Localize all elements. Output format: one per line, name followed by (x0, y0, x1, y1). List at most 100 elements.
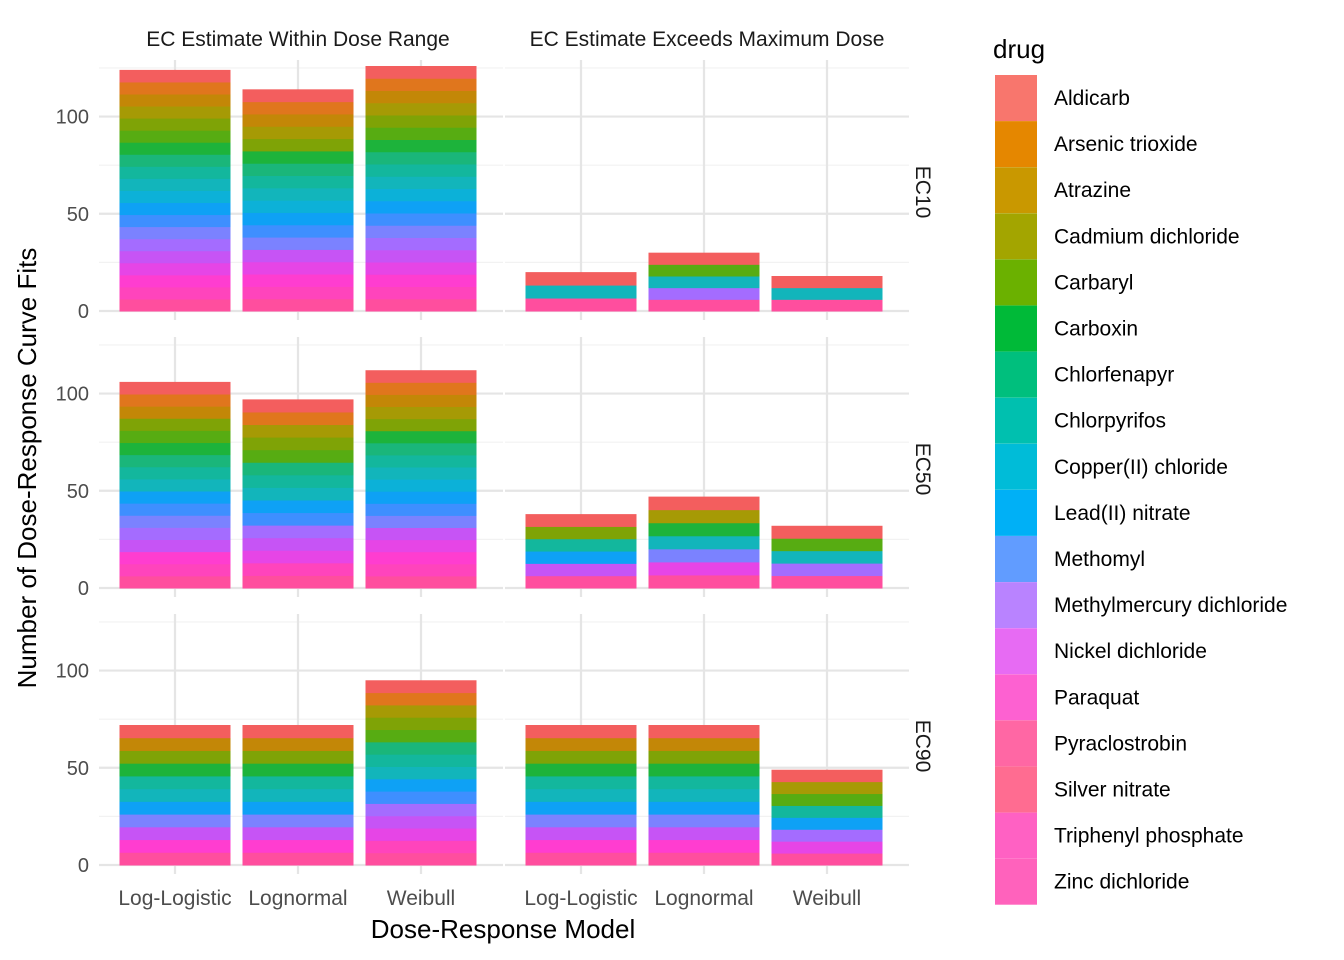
bar-segment (242, 775, 354, 790)
bar-segment (525, 272, 637, 286)
bar-segment (648, 522, 760, 537)
bar-segment (648, 775, 760, 790)
bar-segment (525, 788, 637, 802)
bar-segment (119, 515, 231, 528)
bar-segment (119, 478, 231, 492)
legend-swatch (995, 766, 1037, 813)
bar-segment (648, 814, 760, 828)
bar-segment (242, 725, 354, 739)
x-axis-title: Dose-Response Model (371, 914, 635, 944)
legend-swatch (995, 536, 1037, 582)
bar-segment (771, 781, 883, 795)
legend-label: Methomyl (1054, 548, 1145, 571)
bar-segment (119, 226, 231, 240)
legend-swatch (995, 167, 1037, 214)
bar-segment (771, 538, 883, 552)
bar-segment (365, 127, 477, 140)
bar-segment (119, 94, 231, 107)
row-facet-label-ec10: EC10 (911, 166, 934, 219)
bar-segment (365, 704, 477, 718)
bar-segment (365, 766, 477, 780)
y-tick-label: 100 (56, 107, 89, 129)
legend-swatch (995, 121, 1037, 168)
bar-segment (242, 89, 354, 103)
bar-segment (648, 801, 760, 815)
x-tick-label: Log-Logistic (118, 887, 231, 910)
bar-segment (648, 287, 760, 300)
legend-label: Zinc dichloride (1054, 871, 1189, 894)
bar-segment (242, 150, 354, 164)
legend-swatch (995, 305, 1037, 352)
stacked-bar-lognormal (242, 725, 354, 866)
bar-segment (365, 139, 477, 153)
bar-segment (648, 725, 760, 739)
bar-segment (119, 418, 231, 431)
legend-label: Chlorpyrifos (1054, 410, 1166, 433)
bar-segment (648, 496, 760, 511)
bar-segment (242, 411, 354, 426)
stacked-bar-weibull (771, 769, 883, 866)
legend-swatch (995, 674, 1037, 721)
bar-segment (242, 424, 354, 438)
bar-segment (648, 750, 760, 764)
bar-segment (365, 442, 477, 456)
bar-segment (771, 276, 883, 289)
bar-segment (242, 575, 354, 589)
bar-segment (648, 852, 760, 866)
legend-label: Lead(II) nitrate (1054, 502, 1191, 525)
bar-segment (771, 563, 883, 577)
bar-segment (365, 803, 477, 817)
legend-item: Cadmium dichloride (995, 213, 1240, 260)
legend-label: Carbaryl (1054, 271, 1133, 294)
legend-label: Copper(II) chloride (1054, 456, 1228, 479)
y-tick-label: 100 (56, 384, 89, 406)
bar-segment (365, 430, 477, 444)
bar-segment (365, 262, 477, 275)
bar-segment (242, 737, 354, 751)
legend-item: Atrazine (995, 167, 1131, 214)
legend-label: Carboxin (1054, 318, 1138, 341)
bar-segment (365, 503, 477, 516)
panels-layer: 0 50 100 0 50 100 0 50 100 Log-Logistic Lognormal W… (56, 60, 909, 910)
bar-segment (119, 214, 231, 228)
bar-segment (242, 462, 354, 476)
legend-label: Atrazine (1054, 179, 1131, 202)
bar-segment (242, 852, 354, 866)
panel-ec90-exceeds: Log-Logistic Lognormal Weibull (505, 614, 909, 910)
bar-segment (365, 225, 477, 238)
bar-segment (242, 261, 354, 275)
legend-items: Aldicarb Arsenic trioxide Atrazine Cadmium … (995, 75, 1287, 905)
legend-swatch (995, 858, 1037, 905)
legend-item: Methylmercury dichloride (995, 582, 1287, 629)
legend-item: Aldicarb (995, 75, 1130, 121)
bar-segment (648, 788, 760, 802)
bar-segment (648, 509, 760, 524)
bar-segment (365, 828, 477, 841)
panel-ec10-within: 0 50 100 (56, 60, 503, 323)
legend-label: Cadmium dichloride (1054, 225, 1240, 248)
bar-segment (648, 763, 760, 777)
bar-segment (119, 814, 231, 828)
bar-segment (365, 213, 477, 226)
bar-segment (119, 575, 231, 589)
legend-swatch (995, 582, 1037, 629)
legend-item: Lead(II) nitrate (995, 489, 1191, 536)
bar-segment (242, 839, 354, 853)
col-facet-label-within: EC Estimate Within Dose Range (146, 28, 449, 51)
legend-label: Aldicarb (1054, 87, 1130, 110)
bar-segment (365, 852, 477, 866)
legend-item: Silver nitrate (995, 766, 1171, 813)
bar-segment (648, 574, 760, 589)
bar-segment (525, 575, 637, 589)
bar-segment (119, 539, 231, 553)
bar-segment (242, 826, 354, 841)
bar-segment (771, 525, 883, 539)
legend-label: Silver nitrate (1054, 779, 1171, 802)
bar-segment (119, 394, 231, 407)
legend: drug Aldicarb Arsenic trioxide Atrazine Cad… (993, 34, 1287, 905)
bar-segment (365, 717, 477, 731)
bar-segment (365, 754, 477, 767)
legend-swatch (995, 397, 1037, 444)
bar-segment (771, 853, 883, 866)
bar-segment (119, 826, 231, 841)
